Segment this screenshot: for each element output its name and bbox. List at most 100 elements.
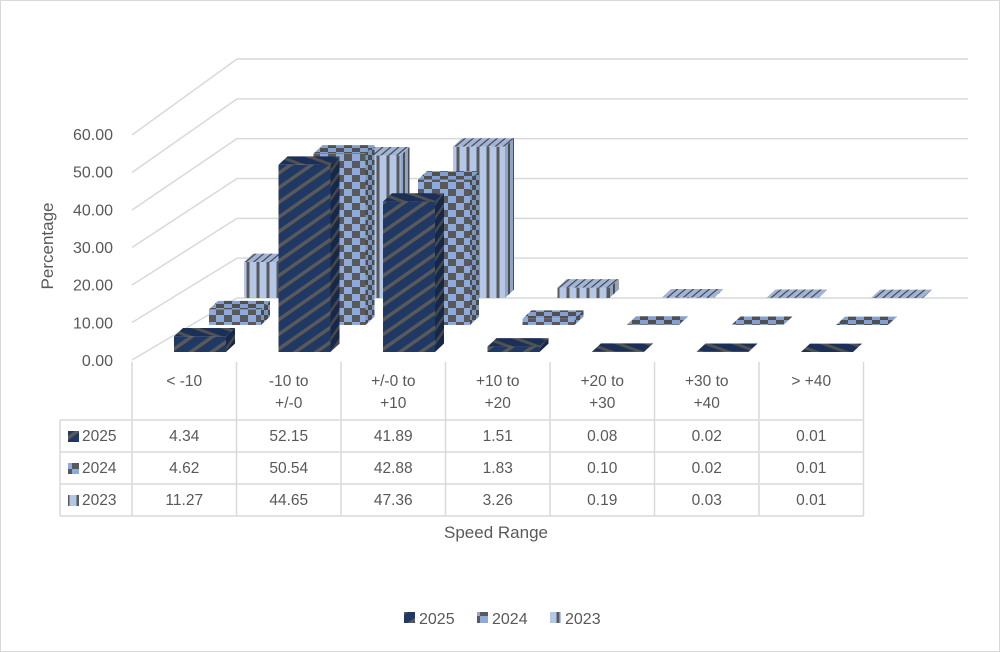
legend-label: 2023 [565,611,601,628]
legend-swatch [477,612,488,623]
table-cell: 0.02 [692,460,722,477]
bar-side-face [226,328,235,352]
bar-top-face [871,289,932,298]
category-label: > +40 [791,373,831,390]
category-label: +40 [694,395,721,412]
bar-2023-3 [557,279,619,298]
bar-top-face [209,300,270,310]
bar-top-face [662,288,723,298]
bar-2025-5 [696,343,758,352]
table-series-name: 2025 [82,428,116,445]
legend-item-2023: 2023 [550,611,601,628]
table-cell: 3.26 [483,492,513,509]
gridline-side [131,138,238,211]
bar-top-face [766,289,828,298]
category-label: +20 to [580,373,624,390]
category-label: < -10 [166,373,202,390]
bar-2023-5 [766,289,828,298]
table-cell: 0.02 [692,428,722,445]
bar-2023-6 [871,289,932,298]
table-cell: 41.89 [374,428,413,445]
category-label: -10 to [269,373,309,390]
bar-2024-3 [522,310,584,325]
bar-top-face [731,316,793,325]
legend-item-2024: 2024 [477,611,528,628]
table-cell: 52.15 [269,428,308,445]
table-series-name: 2024 [82,460,117,477]
gridline-side [131,257,238,324]
bar-top-face [313,145,375,154]
x-axis-label: Speed Range [444,523,548,542]
y-tick-label: 50.00 [73,165,113,182]
bar-top-face [557,279,619,288]
table-cell: 1.51 [483,428,513,445]
y-tick-label: 0.00 [82,353,113,370]
bar-front-face [209,309,261,325]
y-tick-label: 10.00 [73,315,113,332]
bar-2025-2 [383,193,444,352]
legend-label: 2025 [419,611,455,628]
bar-side-face [644,343,653,352]
bar-top-face [383,193,444,202]
bar-2025-1 [278,156,340,352]
table-cell: 44.65 [269,492,308,509]
table-series-name: 2023 [82,492,116,509]
bar-2024-5 [731,316,793,325]
bar-front-face [174,336,226,352]
category-label: +10 to [476,373,520,390]
category-label: +20 [485,395,512,412]
bar-2024-6 [836,316,897,325]
category-label: +10 [380,395,407,412]
bar-top-face [592,343,653,352]
bar-top-face [453,138,514,147]
table-cell: 0.19 [587,492,617,509]
bar-top-face [801,343,862,352]
bar-side-face [853,343,862,352]
bar-side-face [574,310,584,325]
bar-2025-4 [592,343,653,352]
bar-top-face [487,338,549,347]
table-cell: 0.08 [587,428,617,445]
bar-top-face [278,156,340,165]
bar-side-face [330,156,340,352]
bar-2025-0 [174,328,235,352]
y-axis-ticks: 0.00 10.00 20.00 30.00 40.00 50.00 60.00 [73,127,113,370]
bar-front-face [383,201,435,352]
bar-2025-6 [801,343,862,352]
bars [174,138,932,352]
y-tick-label: 40.00 [73,202,113,219]
bar-side-face [818,289,828,298]
gridline-side [131,217,238,286]
bar-side-face [609,279,619,298]
bar-2024-0 [209,300,270,325]
bar-2023-4 [662,288,723,298]
bar-front-face [662,297,714,298]
legend-item-2025: 2025 [404,611,455,628]
legend-swatch-2025 [68,431,79,442]
table-cell: 42.88 [374,460,413,477]
bar-side-face [435,193,444,352]
legend-swatch [404,612,415,623]
bar-side-face [748,343,758,352]
category-label: +/-0 to [371,373,415,390]
bar-side-face [923,289,932,298]
y-tick-label: 20.00 [73,278,113,295]
legend-label: 2024 [492,611,528,628]
gridline-side [131,98,238,174]
bar-side-face [783,316,793,325]
gridline-side [131,177,238,249]
bar-top-face [418,171,479,180]
bar-top-face [627,316,688,325]
bar-top-face [836,316,897,325]
table-cell: 11.27 [165,492,203,509]
bar-side-face [261,300,270,325]
y-axis-label: Percentage [38,203,57,290]
bar-side-face [539,338,549,352]
legend-swatch-2024 [68,463,79,474]
bar-2025-3 [487,338,549,352]
table-cell: 0.01 [796,428,826,445]
bar-front-face [278,164,331,352]
table-cell: 0.03 [692,492,722,509]
category-label: +30 to [685,373,729,390]
